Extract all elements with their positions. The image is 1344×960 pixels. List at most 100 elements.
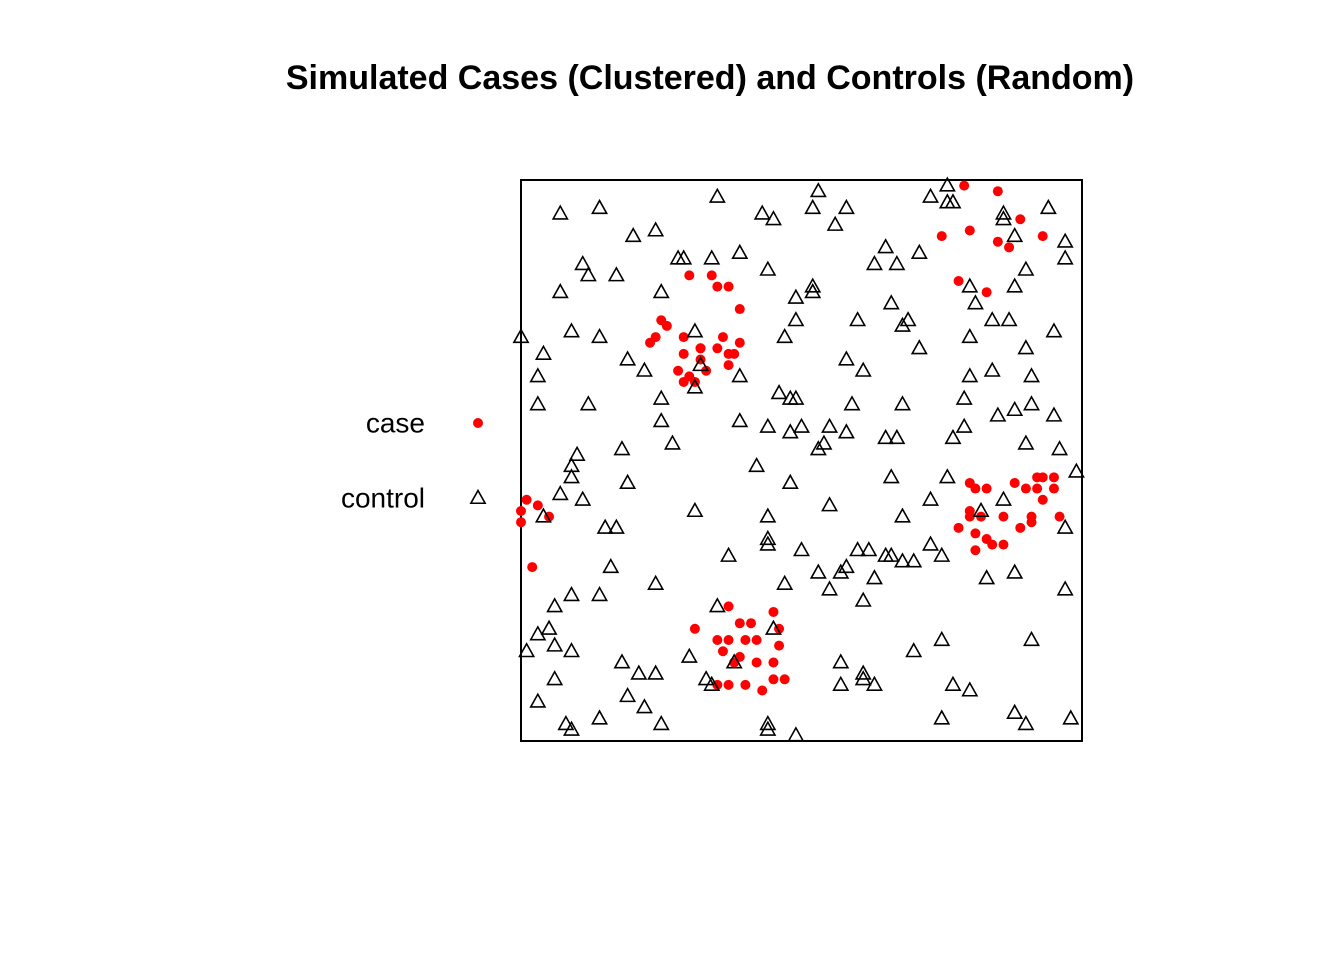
case-point [970, 545, 981, 556]
control-point [1023, 630, 1041, 647]
control-point [944, 193, 962, 209]
control-point [787, 311, 805, 327]
case-point [734, 618, 745, 629]
control-point [551, 485, 569, 501]
control-point [961, 327, 979, 344]
control-point [1056, 232, 1074, 248]
control-point [529, 395, 547, 411]
control-point [821, 496, 839, 512]
control-point [635, 361, 653, 377]
control-point [933, 546, 951, 562]
case-point [734, 304, 745, 315]
case-point [774, 640, 785, 651]
case-point [970, 528, 981, 539]
control-point [591, 198, 609, 215]
control-point [809, 563, 827, 579]
case-point [1020, 483, 1031, 494]
case-point [1026, 517, 1037, 528]
case-point [1054, 511, 1065, 522]
case-point [1015, 214, 1026, 225]
legend-marker [469, 488, 487, 505]
case-point [678, 348, 689, 359]
control-point [804, 283, 822, 299]
case-point [970, 483, 981, 494]
control-point [563, 586, 580, 602]
control-point [893, 507, 911, 523]
control-point [776, 327, 794, 344]
control-point [849, 311, 867, 327]
case-point [998, 511, 1009, 522]
control-point [697, 670, 715, 686]
case-point [527, 562, 538, 573]
control-point [579, 395, 597, 411]
case-point [516, 505, 526, 516]
control-point [1056, 580, 1074, 596]
control-point [821, 417, 839, 433]
control-point [893, 316, 911, 332]
control-point [591, 327, 609, 344]
control-point [1017, 260, 1035, 276]
control-point [893, 395, 911, 411]
case-point [987, 539, 998, 550]
control-point [546, 636, 564, 652]
case-point [689, 623, 700, 634]
case-point [695, 343, 706, 354]
control-point [944, 428, 962, 445]
control-point [652, 715, 670, 731]
control-point [759, 529, 777, 546]
case-point [998, 539, 1009, 550]
control-point [731, 367, 749, 383]
control-point [787, 288, 805, 304]
control-point [933, 709, 951, 725]
case-point [717, 332, 728, 343]
control-point [781, 473, 799, 489]
control-point [837, 423, 855, 439]
case-point [751, 635, 762, 646]
control-point [865, 255, 883, 271]
control-point [1056, 249, 1074, 265]
case-point [706, 270, 717, 281]
control-point [759, 417, 777, 433]
control-point [893, 552, 911, 568]
case-point [768, 657, 779, 668]
control-point [613, 440, 631, 456]
control-point [1045, 322, 1063, 338]
control-point [865, 675, 883, 691]
control-point [540, 619, 558, 635]
control-point [793, 417, 810, 433]
control-point [591, 709, 609, 725]
control-point [843, 395, 861, 411]
control-point [994, 204, 1012, 220]
case-point [684, 270, 695, 281]
control-point [686, 322, 704, 338]
control-point [518, 642, 536, 658]
case-point [712, 635, 723, 646]
control-point [922, 535, 940, 551]
control-point [759, 507, 777, 523]
case-point [740, 679, 751, 690]
control-point [1062, 709, 1080, 725]
control-point [989, 406, 1007, 422]
control-point [759, 535, 777, 551]
case-point [1048, 472, 1059, 483]
control-point [596, 518, 614, 534]
control-point [899, 311, 917, 327]
control-point [961, 277, 979, 293]
legend-label: control [341, 482, 425, 513]
control-point [703, 249, 721, 265]
control-point [512, 327, 530, 344]
case-point [1004, 242, 1015, 253]
control-point [1000, 311, 1018, 327]
control-point [551, 204, 569, 220]
case-point [1037, 494, 1048, 505]
case-point [1037, 472, 1048, 483]
chart-title: Simulated Cases (Clustered) and Controls… [286, 59, 1134, 97]
control-point [703, 675, 721, 691]
case-point [1048, 483, 1059, 494]
control-point [809, 182, 827, 198]
control-point [1023, 367, 1041, 383]
control-point [978, 569, 996, 585]
control-point [624, 226, 642, 243]
case-point [1009, 477, 1020, 488]
